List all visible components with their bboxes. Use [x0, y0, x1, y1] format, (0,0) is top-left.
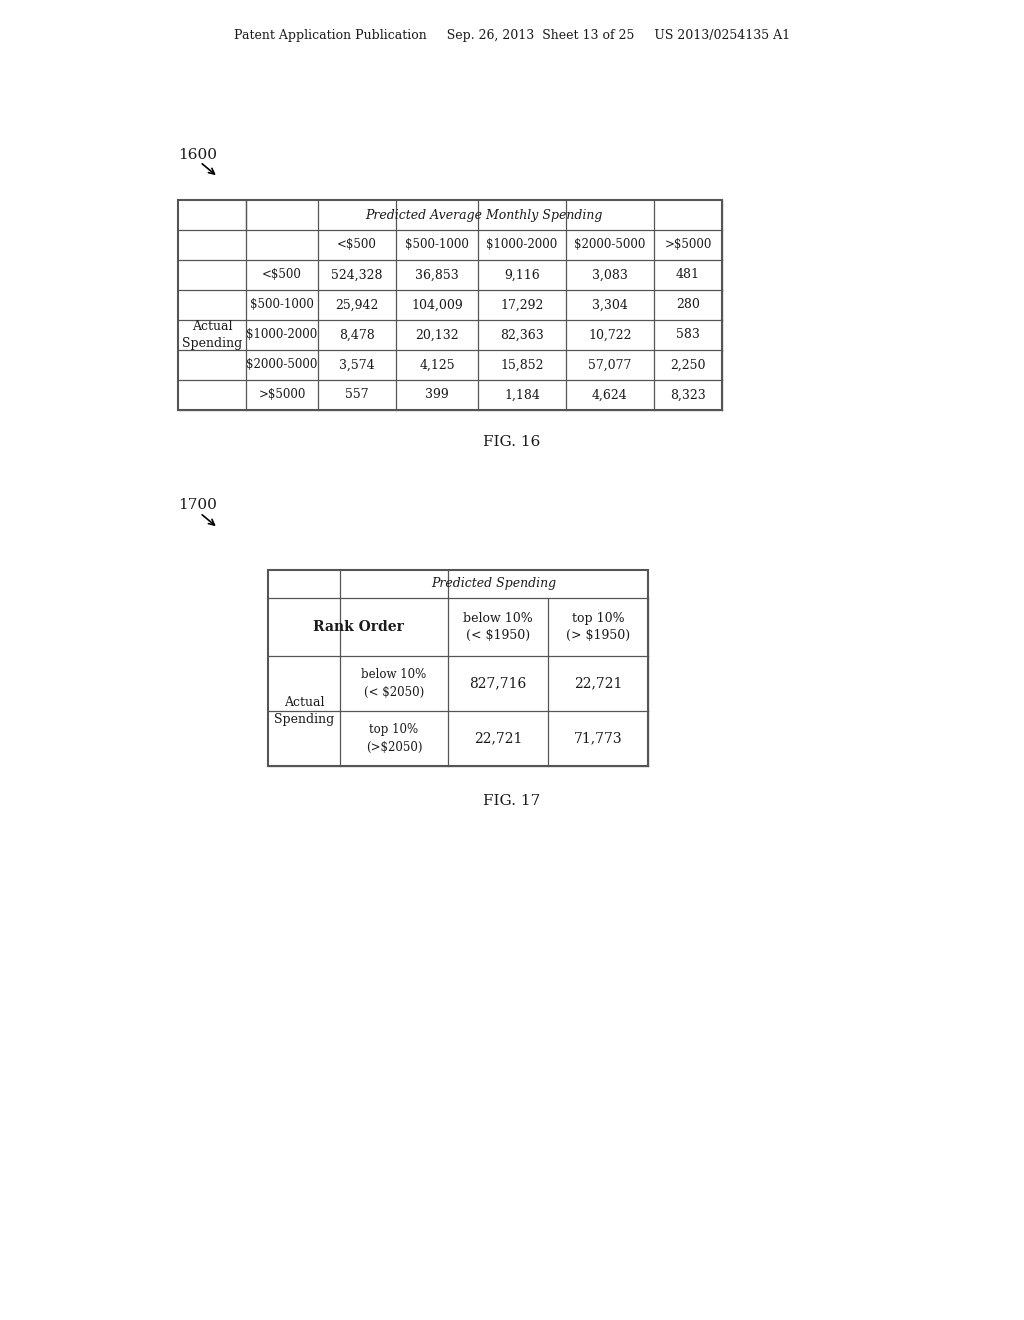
Text: $2000-5000: $2000-5000	[247, 359, 317, 371]
Text: 10,722: 10,722	[588, 329, 632, 342]
Text: 8,478: 8,478	[339, 329, 375, 342]
Text: Patent Application Publication     Sep. 26, 2013  Sheet 13 of 25     US 2013/025: Patent Application Publication Sep. 26, …	[233, 29, 791, 41]
Text: 22,721: 22,721	[474, 731, 522, 746]
Text: top 10%
(>$2050): top 10% (>$2050)	[366, 723, 422, 754]
Text: Actual
Spending: Actual Spending	[273, 696, 334, 726]
Bar	[178, 201, 722, 411]
Text: 3,574: 3,574	[339, 359, 375, 371]
Text: $1000-2000: $1000-2000	[247, 329, 317, 342]
Text: 583: 583	[676, 329, 700, 342]
Text: Predicted Spending: Predicted Spending	[431, 578, 557, 590]
Text: 4,125: 4,125	[419, 359, 455, 371]
Text: 1600: 1600	[178, 148, 217, 162]
Text: 481: 481	[676, 268, 700, 281]
Text: 399: 399	[425, 388, 449, 401]
Text: top 10%
(> $1950): top 10% (> $1950)	[566, 612, 630, 642]
Text: 22,721: 22,721	[573, 676, 623, 690]
Text: Actual
Spending: Actual Spending	[182, 319, 242, 351]
Text: 2,250: 2,250	[671, 359, 706, 371]
Text: 280: 280	[676, 298, 700, 312]
Text: 57,077: 57,077	[589, 359, 632, 371]
Text: 36,853: 36,853	[415, 268, 459, 281]
Text: 1,184: 1,184	[504, 388, 540, 401]
Text: >$5000: >$5000	[665, 239, 712, 252]
Text: 15,852: 15,852	[501, 359, 544, 371]
Text: $1000-2000: $1000-2000	[486, 239, 558, 252]
Text: FIG. 17: FIG. 17	[483, 795, 541, 808]
Text: <$500: <$500	[262, 268, 302, 281]
Text: below 10%
(< $2050): below 10% (< $2050)	[361, 668, 427, 698]
Text: 104,009: 104,009	[411, 298, 463, 312]
Text: 8,323: 8,323	[670, 388, 706, 401]
Text: 17,292: 17,292	[501, 298, 544, 312]
Text: 3,304: 3,304	[592, 298, 628, 312]
Text: Rank Order: Rank Order	[312, 620, 403, 634]
Bar	[268, 570, 648, 766]
Text: 827,716: 827,716	[469, 676, 526, 690]
Text: 524,328: 524,328	[331, 268, 383, 281]
Text: FIG. 16: FIG. 16	[483, 436, 541, 449]
Text: 1700: 1700	[178, 498, 217, 512]
Text: 71,773: 71,773	[573, 731, 623, 746]
Text: below 10%
(< $1950): below 10% (< $1950)	[463, 612, 532, 642]
Text: 3,083: 3,083	[592, 268, 628, 281]
Text: $500-1000: $500-1000	[406, 239, 469, 252]
Text: $500-1000: $500-1000	[250, 298, 314, 312]
Text: Predicted Average Monthly Spending: Predicted Average Monthly Spending	[366, 209, 603, 222]
Text: $2000-5000: $2000-5000	[574, 239, 646, 252]
Text: >$5000: >$5000	[258, 388, 306, 401]
Text: 4,624: 4,624	[592, 388, 628, 401]
Text: 82,363: 82,363	[500, 329, 544, 342]
Text: 9,116: 9,116	[504, 268, 540, 281]
Text: <$500: <$500	[337, 239, 377, 252]
Text: 25,942: 25,942	[335, 298, 379, 312]
Text: 557: 557	[345, 388, 369, 401]
Text: 20,132: 20,132	[415, 329, 459, 342]
